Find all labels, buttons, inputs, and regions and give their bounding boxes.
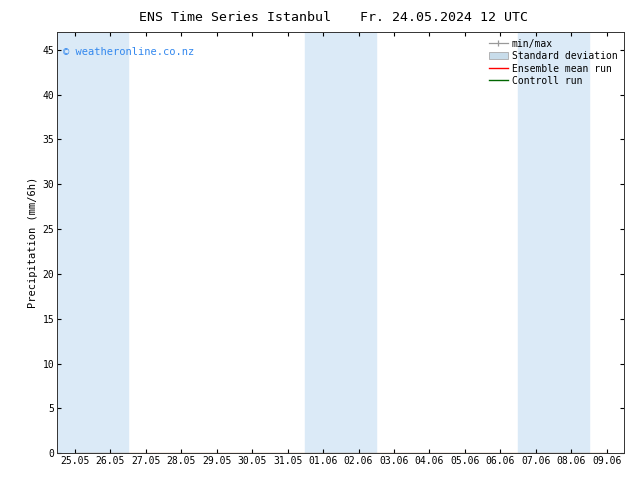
Bar bbox=[306, 32, 376, 453]
Bar bbox=[57, 32, 128, 453]
Text: Fr. 24.05.2024 12 UTC: Fr. 24.05.2024 12 UTC bbox=[360, 11, 527, 24]
Bar bbox=[518, 32, 589, 453]
Text: © weatheronline.co.nz: © weatheronline.co.nz bbox=[63, 47, 194, 57]
Legend: min/max, Standard deviation, Ensemble mean run, Controll run: min/max, Standard deviation, Ensemble me… bbox=[487, 37, 619, 88]
Text: ENS Time Series Istanbul: ENS Time Series Istanbul bbox=[139, 11, 330, 24]
Y-axis label: Precipitation (mm/6h): Precipitation (mm/6h) bbox=[29, 177, 39, 308]
